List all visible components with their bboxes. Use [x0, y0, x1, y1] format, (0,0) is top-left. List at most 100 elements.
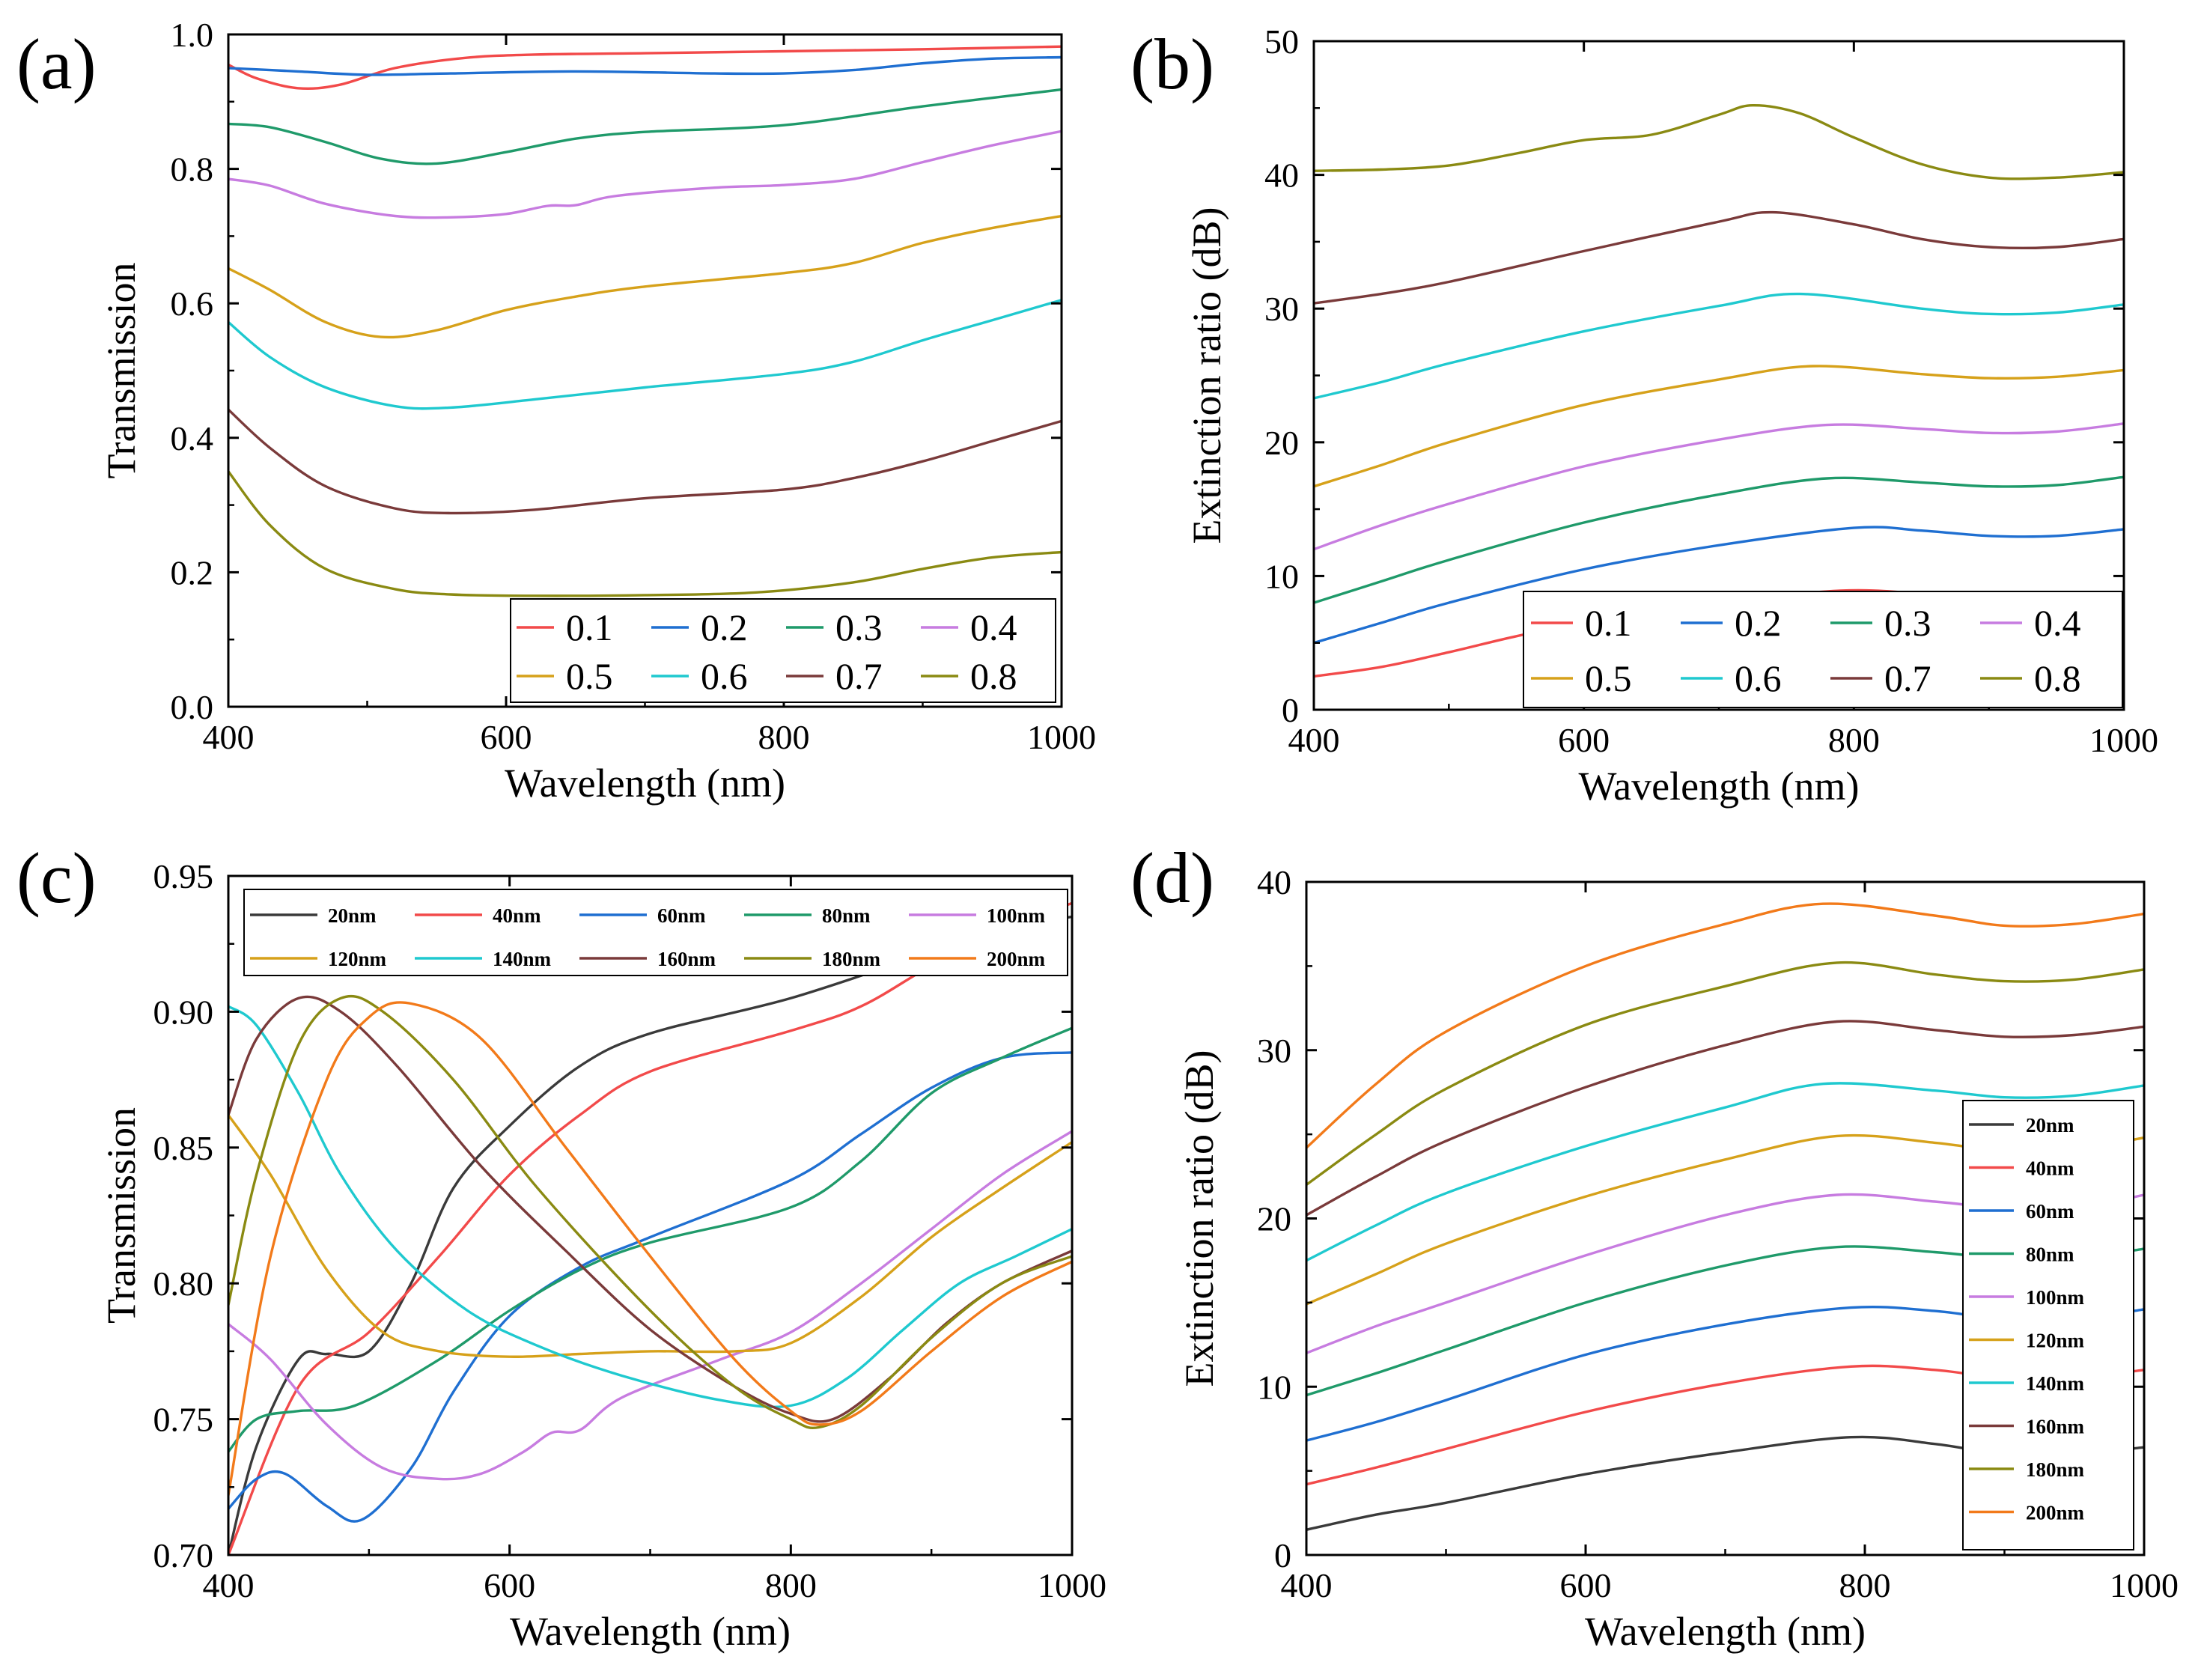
legend-label: 0.2 — [1735, 602, 1782, 644]
y-tick-label: 30 — [1257, 1032, 1291, 1070]
x-tick-label: 600 — [481, 718, 532, 756]
x-tick-label: 600 — [1560, 1566, 1612, 1604]
series-line-140nm — [228, 1005, 1072, 1409]
series-line-0.2 — [1314, 526, 2124, 645]
legend-label: 0.6 — [1735, 657, 1782, 699]
series-line-0.4 — [228, 130, 1062, 219]
legend-label: 120nm — [2026, 1330, 2085, 1352]
y-tick-label: 20 — [1257, 1200, 1291, 1238]
x-tick-label: 1000 — [2110, 1566, 2179, 1604]
y-tick-label: 0.6 — [171, 284, 214, 323]
x-tick-label: 1000 — [2089, 721, 2158, 759]
legend-label: 0.1 — [1585, 602, 1632, 644]
panel-2: (c) 400 600 800 1000 0.70 0.75 0.80 0.85 0.90 0.95… — [16, 838, 1106, 1654]
series-group — [228, 901, 1072, 1555]
series-line-0.6 — [228, 299, 1062, 410]
legend-label: 180nm — [2026, 1458, 2085, 1481]
x-tick-label: 400 — [203, 718, 255, 756]
legend: 0.1 0.2 0.3 0.4 0.5 0.6 0.7 0.8 — [510, 598, 1056, 703]
y-tick-label: 0.2 — [171, 553, 214, 591]
y-tick-label: 0.80 — [153, 1264, 214, 1303]
legend-label: 0.4 — [2034, 602, 2081, 644]
y-tick-label: 0.8 — [171, 150, 214, 189]
legend-box — [510, 598, 1056, 703]
x-axis-label: Wavelength (nm) — [1578, 764, 1859, 809]
x-tick-label: 800 — [1828, 721, 1880, 759]
series-line-200nm — [228, 1001, 1072, 1497]
y-tick-label: 1.0 — [171, 16, 214, 54]
panel-label: (a) — [16, 24, 97, 104]
legend-label: 40nm — [493, 904, 541, 927]
legend-box — [1523, 591, 2123, 708]
legend-label: 140nm — [2026, 1372, 2085, 1395]
legend-label: 40nm — [2026, 1157, 2074, 1180]
y-tick-label: 0 — [1282, 691, 1299, 729]
y-tick-label: 40 — [1264, 156, 1299, 195]
y-axis-label: Extinction ratio (dB) — [1177, 1050, 1222, 1387]
legend-box — [243, 889, 1068, 976]
legend-label: 200nm — [987, 948, 1046, 970]
y-tick-label: 40 — [1257, 863, 1291, 901]
y-tick-label: 0 — [1274, 1536, 1291, 1574]
y-axis-label: Transmission — [99, 262, 144, 478]
legend-label: 0.5 — [566, 655, 613, 697]
series-group — [1314, 103, 2124, 678]
y-tick-label: 0.95 — [153, 857, 214, 895]
series-line-180nm — [228, 994, 1072, 1430]
legend-box — [1962, 1100, 2134, 1550]
y-tick-label: 0.4 — [171, 419, 214, 457]
panel-0: (a) 400 600 800 1000 0.0 0.2 0.4 0.6 0.8 1.0 Wavele… — [16, 16, 1096, 806]
legend-label: 60nm — [2026, 1200, 2074, 1223]
y-tick-label: 0.75 — [153, 1401, 214, 1439]
y-tick-label: 10 — [1257, 1368, 1291, 1406]
legend-label: 0.3 — [835, 606, 883, 648]
panel-label: (c) — [16, 838, 97, 918]
legend-label: 0.6 — [701, 655, 748, 697]
legend-label: 0.7 — [835, 655, 883, 697]
legend-label: 60nm — [657, 904, 706, 927]
x-tick-label: 1000 — [1038, 1566, 1106, 1604]
legend-label: 20nm — [2026, 1114, 2074, 1136]
y-tick-label: 0.90 — [153, 993, 214, 1031]
series-group — [228, 45, 1062, 597]
series-line-0.1 — [228, 45, 1062, 91]
x-tick-label: 1000 — [1027, 718, 1096, 756]
series-line-0.8 — [1314, 103, 2124, 180]
y-tick-label: 50 — [1264, 22, 1299, 61]
series-line-40nm — [228, 901, 1072, 1555]
x-tick-label: 800 — [758, 718, 810, 756]
series-line-0.3 — [1314, 475, 2124, 604]
legend-label: 0.2 — [701, 606, 748, 648]
series-line-0.4 — [1314, 422, 2124, 551]
panel-3: (d) 400 600 800 1000 0 10 20 30 40 Wavelength (nm)… — [1130, 838, 2179, 1654]
series-line-180nm — [1306, 961, 2144, 1187]
series-line-100nm — [228, 1130, 1072, 1481]
legend-label: 0.4 — [970, 606, 1017, 648]
legend-label: 160nm — [657, 948, 716, 970]
series-line-200nm — [1306, 902, 2144, 1149]
panel-1: (b) 400 600 800 1000 0 10 20 30 40 50 Wavelength (n… — [1130, 22, 2158, 809]
legend-label: 20nm — [328, 904, 377, 927]
panel-label: (d) — [1130, 838, 1214, 918]
x-tick-label: 600 — [484, 1566, 535, 1604]
legend-label: 0.3 — [1884, 602, 1931, 644]
series-line-160nm — [1306, 1020, 2144, 1217]
series-line-120nm — [228, 1113, 1072, 1358]
legend: 0.1 0.2 0.3 0.4 0.5 0.6 0.7 0.8 — [1523, 591, 2123, 708]
y-tick-label: 0.85 — [153, 1129, 214, 1167]
legend-label: 140nm — [493, 948, 552, 970]
x-tick-label: 400 — [1288, 721, 1340, 759]
panel-label: (b) — [1130, 24, 1214, 104]
legend-label: 160nm — [2026, 1416, 2085, 1438]
series-line-0.6 — [1314, 292, 2124, 400]
legend-label: 180nm — [822, 948, 881, 970]
x-tick-label: 400 — [1281, 1566, 1333, 1604]
series-line-0.5 — [1314, 365, 2124, 488]
legend-label: 80nm — [822, 904, 871, 927]
y-tick-label: 30 — [1264, 290, 1299, 328]
x-tick-label: 800 — [1839, 1566, 1891, 1604]
series-line-0.8 — [228, 470, 1062, 597]
x-tick-label: 800 — [765, 1566, 817, 1604]
y-tick-label: 20 — [1264, 424, 1299, 462]
plot-frame — [227, 874, 1074, 1556]
